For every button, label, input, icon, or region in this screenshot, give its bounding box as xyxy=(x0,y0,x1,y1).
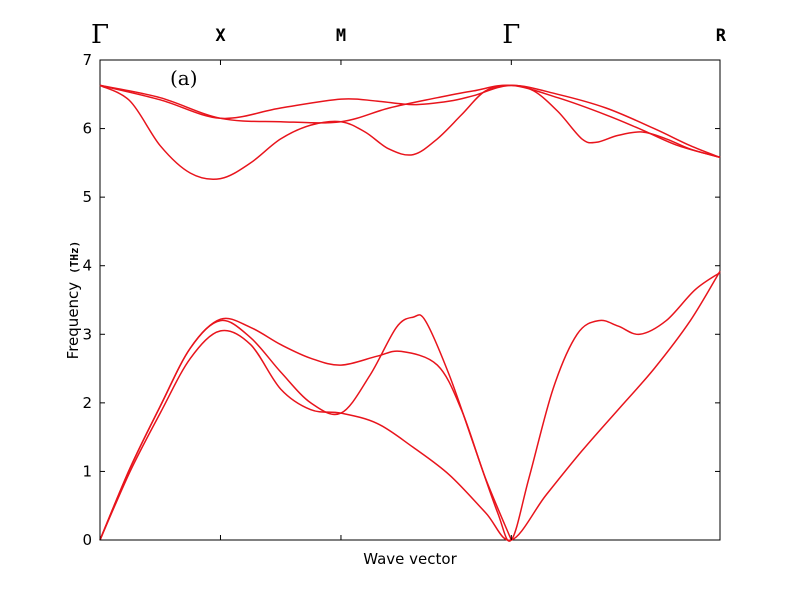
y-tick-label: 0 xyxy=(82,531,92,549)
band-line-3 xyxy=(99,317,512,541)
x-axis-label: Wave vector xyxy=(363,550,457,568)
band-line-2 xyxy=(99,271,721,542)
y-tick-label: 2 xyxy=(82,394,92,412)
y-tick-label: 6 xyxy=(82,120,92,138)
band-line-6 xyxy=(99,84,721,159)
y-axis-label-text: Frequency xyxy=(64,282,82,360)
tick-marks xyxy=(99,59,721,541)
band-line-5 xyxy=(99,84,721,159)
y-tick-label: 7 xyxy=(82,51,92,69)
y-tick-label: 3 xyxy=(82,325,92,343)
high-symmetry-label: M xyxy=(336,26,346,46)
high-symmetry-label: Γ xyxy=(502,20,520,50)
y-tick-label: 5 xyxy=(82,188,92,206)
y-tick-label: 4 xyxy=(82,257,92,275)
y-axis-label: Frequency (THz) xyxy=(64,241,82,360)
plot-frame xyxy=(99,59,721,541)
svg-text:Frequency (THz): Frequency (THz) xyxy=(64,241,82,360)
band-line-1 xyxy=(99,270,721,541)
band-lines xyxy=(99,84,721,542)
high-symmetry-label: X xyxy=(215,26,226,46)
y-tick-label: 1 xyxy=(82,462,92,480)
high-symmetry-label: Γ xyxy=(91,20,109,50)
band-line-4 xyxy=(99,84,721,180)
panel-label: (a) xyxy=(170,66,198,90)
high-symmetry-label: R xyxy=(716,26,727,46)
y-tick-labels: 0 1 2 3 4 5 6 7 xyxy=(82,51,92,549)
y-axis-unit: (THz) xyxy=(68,241,81,274)
